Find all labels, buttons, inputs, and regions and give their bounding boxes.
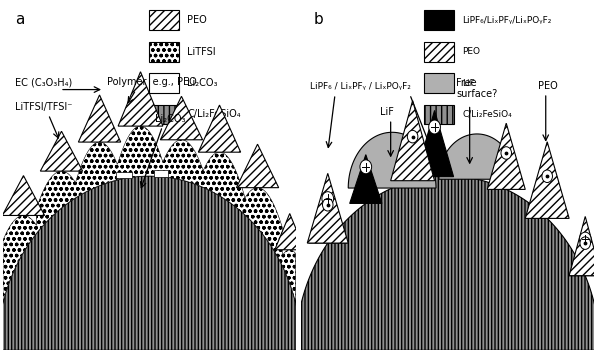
Bar bbox=[149, 11, 179, 30]
Circle shape bbox=[429, 120, 441, 134]
Polygon shape bbox=[161, 96, 202, 140]
Polygon shape bbox=[350, 155, 382, 203]
Text: PEO: PEO bbox=[538, 81, 558, 90]
Circle shape bbox=[322, 199, 333, 211]
Polygon shape bbox=[118, 72, 163, 126]
Text: b: b bbox=[313, 12, 323, 27]
Polygon shape bbox=[307, 174, 348, 243]
Bar bbox=[149, 73, 179, 93]
Text: Polymer   e.g., PEO: Polymer e.g., PEO bbox=[107, 77, 196, 87]
Polygon shape bbox=[275, 214, 304, 250]
Text: LiTFSI/TFSI⁻: LiTFSI/TFSI⁻ bbox=[15, 101, 72, 112]
Polygon shape bbox=[348, 132, 436, 188]
Text: LiTFSI: LiTFSI bbox=[187, 47, 216, 57]
Bar bbox=[424, 73, 454, 93]
Polygon shape bbox=[296, 176, 597, 350]
Text: LiF: LiF bbox=[462, 78, 475, 88]
Bar bbox=[154, 170, 168, 176]
Text: LiPF₆/LiₓPFᵧ/LiₓPOᵧF₂: LiPF₆/LiₓPFᵧ/LiₓPOᵧF₂ bbox=[462, 16, 552, 25]
Circle shape bbox=[542, 170, 552, 182]
Circle shape bbox=[407, 130, 418, 143]
Circle shape bbox=[322, 192, 334, 206]
Polygon shape bbox=[416, 111, 454, 177]
Polygon shape bbox=[569, 227, 597, 276]
Circle shape bbox=[580, 237, 590, 249]
Circle shape bbox=[501, 147, 512, 159]
Polygon shape bbox=[0, 176, 301, 350]
Polygon shape bbox=[487, 123, 525, 189]
Bar bbox=[149, 42, 179, 62]
Polygon shape bbox=[236, 144, 279, 188]
Polygon shape bbox=[41, 131, 82, 171]
Text: PEO: PEO bbox=[187, 15, 207, 25]
Bar bbox=[149, 105, 179, 124]
Circle shape bbox=[579, 232, 591, 246]
Text: a: a bbox=[15, 12, 24, 27]
Text: C/Li₂FeSiO₄: C/Li₂FeSiO₄ bbox=[462, 110, 512, 119]
Text: PEO: PEO bbox=[462, 47, 481, 56]
Polygon shape bbox=[78, 95, 121, 142]
Text: EC (C₃O₃H₄): EC (C₃O₃H₄) bbox=[15, 77, 72, 87]
Bar bbox=[424, 105, 454, 124]
Polygon shape bbox=[2, 176, 45, 215]
Bar bbox=[424, 11, 454, 30]
Polygon shape bbox=[439, 134, 515, 179]
Text: C/Li₂FeSiO₄: C/Li₂FeSiO₄ bbox=[187, 109, 241, 119]
Polygon shape bbox=[3, 126, 296, 302]
Circle shape bbox=[360, 160, 372, 174]
Polygon shape bbox=[390, 101, 435, 181]
Polygon shape bbox=[569, 216, 597, 276]
Text: Free
surface?: Free surface? bbox=[457, 78, 498, 99]
Polygon shape bbox=[525, 142, 569, 218]
Bar bbox=[424, 42, 454, 62]
Polygon shape bbox=[309, 184, 347, 243]
Polygon shape bbox=[198, 105, 241, 152]
Text: LiPF₆ / LiₓPFᵧ / LiₓPOᵧF₂: LiPF₆ / LiₓPFᵧ / LiₓPOᵧF₂ bbox=[310, 82, 411, 90]
Text: Li₂CO₃: Li₂CO₃ bbox=[187, 78, 218, 88]
Text: LiF: LiF bbox=[380, 107, 394, 117]
Bar bbox=[116, 172, 133, 178]
Text: Li₂CO₃: Li₂CO₃ bbox=[155, 114, 186, 124]
